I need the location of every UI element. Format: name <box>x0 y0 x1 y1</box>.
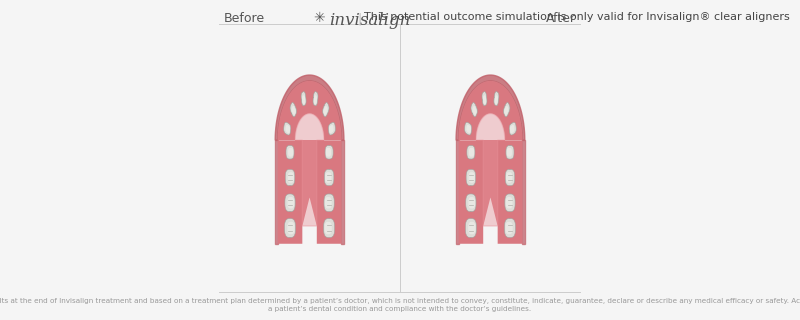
Polygon shape <box>469 172 474 183</box>
Polygon shape <box>466 194 476 212</box>
Polygon shape <box>325 222 332 234</box>
Polygon shape <box>471 102 478 117</box>
Text: a patient’s dental condition and compliance with the doctor’s guidelines.: a patient’s dental condition and complia… <box>269 306 531 312</box>
Polygon shape <box>325 146 333 159</box>
Polygon shape <box>322 102 329 117</box>
Polygon shape <box>503 102 510 117</box>
Polygon shape <box>466 219 477 237</box>
Polygon shape <box>465 122 472 135</box>
Polygon shape <box>467 146 475 159</box>
Polygon shape <box>291 106 296 115</box>
Polygon shape <box>506 148 512 157</box>
Polygon shape <box>456 75 525 140</box>
Text: ✳: ✳ <box>313 11 325 25</box>
Polygon shape <box>522 140 525 244</box>
Polygon shape <box>505 194 515 212</box>
Polygon shape <box>323 106 327 115</box>
Polygon shape <box>329 125 334 133</box>
Polygon shape <box>287 197 294 209</box>
Polygon shape <box>510 125 514 133</box>
Polygon shape <box>504 106 509 115</box>
Polygon shape <box>288 148 294 157</box>
Polygon shape <box>482 92 487 106</box>
Polygon shape <box>506 197 513 209</box>
Polygon shape <box>324 194 334 212</box>
Polygon shape <box>458 81 522 244</box>
Polygon shape <box>466 169 476 186</box>
Polygon shape <box>509 122 516 135</box>
Polygon shape <box>473 106 477 115</box>
Text: This potential outcome simulation is only valid for Invisalign® clear aligners: This potential outcome simulation is onl… <box>364 12 790 22</box>
Polygon shape <box>286 146 294 159</box>
Polygon shape <box>506 222 513 234</box>
Polygon shape <box>494 92 499 106</box>
Polygon shape <box>275 140 278 244</box>
Polygon shape <box>302 95 306 104</box>
Polygon shape <box>301 92 306 106</box>
Polygon shape <box>325 197 332 209</box>
Polygon shape <box>326 148 331 157</box>
Text: After: After <box>546 12 576 25</box>
Polygon shape <box>285 194 295 212</box>
Text: invisalign: invisalign <box>329 12 410 29</box>
Polygon shape <box>468 197 475 209</box>
Polygon shape <box>323 219 334 237</box>
Polygon shape <box>285 219 295 237</box>
Polygon shape <box>328 122 335 135</box>
Polygon shape <box>468 222 475 234</box>
Polygon shape <box>505 169 514 186</box>
Polygon shape <box>314 95 317 104</box>
Text: This is an example of potential results at the end of Invisalign treatment and b: This is an example of potential results … <box>0 298 800 304</box>
Polygon shape <box>313 92 318 106</box>
Polygon shape <box>476 114 505 226</box>
Polygon shape <box>456 140 458 244</box>
Polygon shape <box>286 125 290 133</box>
Polygon shape <box>287 222 294 234</box>
Polygon shape <box>278 81 342 244</box>
Polygon shape <box>469 148 474 157</box>
Polygon shape <box>483 95 486 104</box>
Polygon shape <box>506 172 512 183</box>
Polygon shape <box>295 114 324 226</box>
Text: Before: Before <box>224 12 265 25</box>
Text: |: | <box>357 12 362 25</box>
Polygon shape <box>506 146 514 159</box>
Polygon shape <box>342 140 344 244</box>
Polygon shape <box>286 169 295 186</box>
Polygon shape <box>275 75 344 140</box>
Polygon shape <box>494 95 498 104</box>
Polygon shape <box>324 169 334 186</box>
Polygon shape <box>290 102 297 117</box>
Polygon shape <box>505 219 515 237</box>
Polygon shape <box>284 122 291 135</box>
Polygon shape <box>288 172 294 183</box>
Polygon shape <box>466 125 471 133</box>
Polygon shape <box>326 172 331 183</box>
